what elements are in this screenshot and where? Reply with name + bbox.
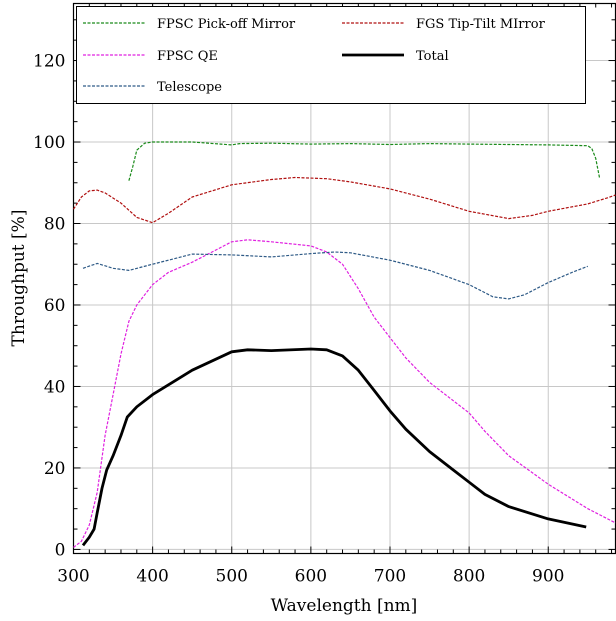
legend-label: FPSC QE [157, 49, 218, 64]
y-tick-label: 0 [55, 540, 66, 560]
x-axis-title: Wavelength [nm] [271, 596, 418, 616]
series-line-fpsc-pick-off-mirror [128, 141, 601, 181]
series-lines [72, 141, 616, 548]
y-tick-label: 120 [33, 52, 65, 72]
legend-label: FGS Tip-Tilt MIrror [416, 17, 546, 32]
legend-label: Total [416, 49, 449, 64]
y-tick-label: 100 [33, 133, 65, 153]
x-tick-label: 400 [136, 567, 168, 587]
legend-box [76, 6, 586, 104]
x-tick-label: 800 [453, 567, 485, 587]
x-tick-label: 700 [374, 567, 406, 587]
series-line-total [81, 347, 587, 547]
y-tick-label: 20 [44, 459, 66, 479]
y-tick-label: 60 [44, 296, 66, 316]
y-axis-title: Throughput [%] [9, 210, 29, 347]
axis-ticks: 300 400 500 600 700 800 900 0 20 40 60 80 100 120 [33, 3, 616, 587]
legend-label: Telescope [157, 80, 222, 95]
x-tick-label: 300 [57, 567, 89, 587]
x-tick-label: 900 [532, 567, 564, 587]
y-tick-label: 80 [44, 215, 66, 235]
series-line-fgs-tip-tilt-mirror [72, 176, 616, 224]
legend: FPSC Pick-off Mirror FGS Tip-Tilt MIrror F… [76, 6, 586, 104]
legend-label: FPSC Pick-off Mirror [157, 17, 296, 32]
series-line-fpsc-qe [73, 239, 616, 548]
series-line-telescope [82, 251, 589, 300]
x-tick-label: 600 [295, 567, 327, 587]
x-tick-label: 500 [216, 567, 248, 587]
y-tick-label: 40 [44, 377, 66, 397]
